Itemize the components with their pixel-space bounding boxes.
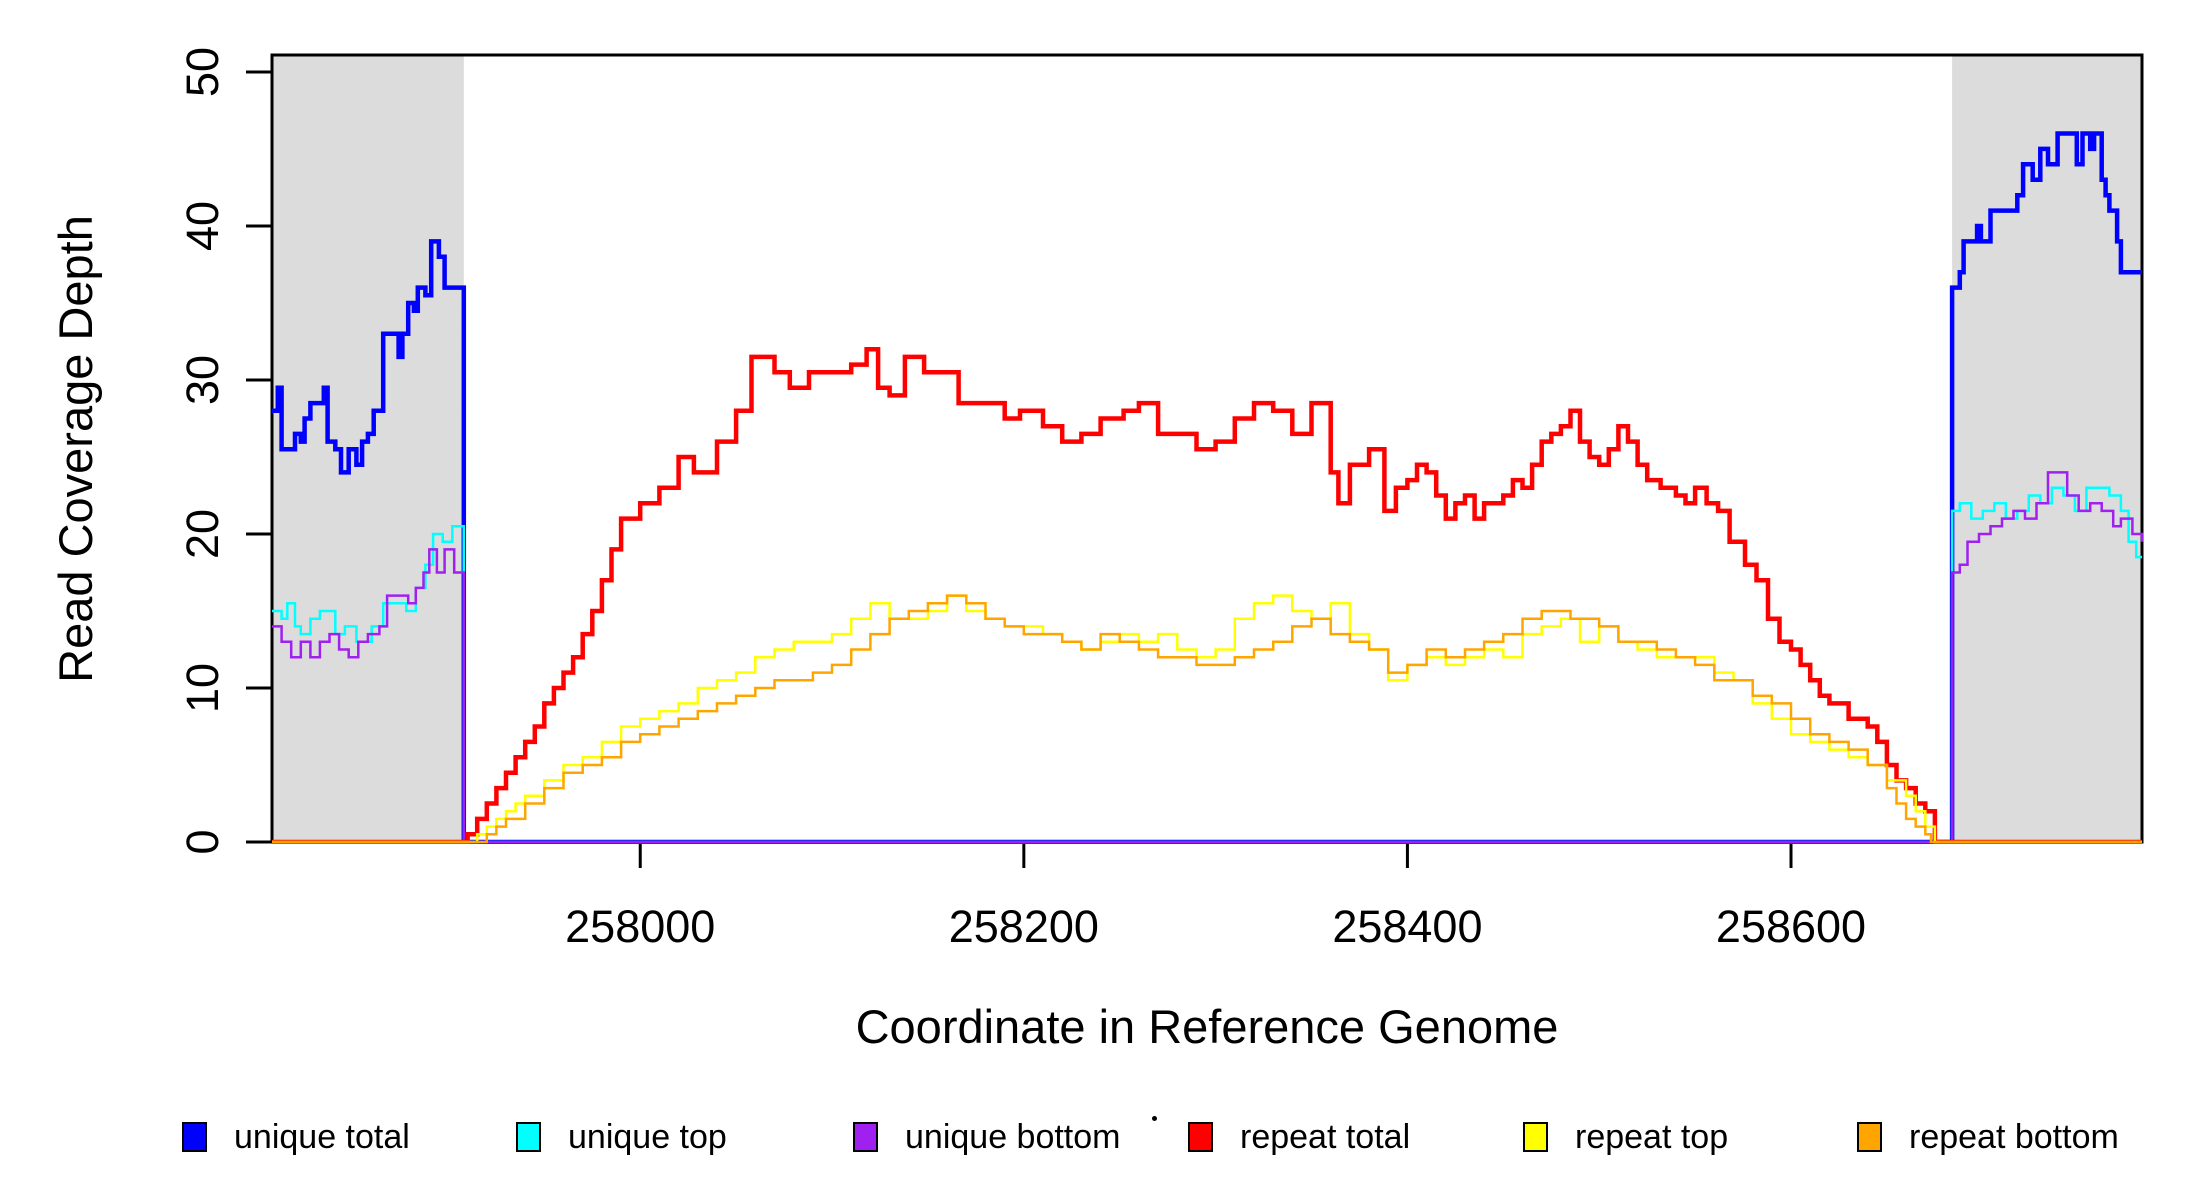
legend-label: unique bottom [905,1117,1121,1156]
y-tick-label: 50 [177,47,228,97]
y-tick-label: 10 [177,663,228,713]
unique-total-swatch [182,1122,207,1152]
legend-label: repeat total [1240,1117,1411,1156]
legend-item-repeat-total: repeat total [1188,1117,1411,1156]
y-tick-label: 20 [177,509,228,559]
repeat-total-swatch [1188,1122,1213,1152]
legend-label: repeat top [1575,1117,1729,1156]
legend-label: repeat bottom [1909,1117,2119,1156]
axis-ticks: 258000 258200 258400 258600 0 10 20 30 40 50 [177,47,1866,952]
legend-label: unique top [568,1117,727,1156]
left-flank-band [272,55,464,842]
shaded-flank-regions [272,55,2142,842]
legend-item-repeat-bottom: repeat bottom [1857,1117,2119,1156]
y-tick-label: 30 [177,355,228,405]
x-tick-label: 258000 [565,901,715,952]
unique-top-swatch [516,1122,541,1152]
unique-bottom-swatch [853,1122,878,1152]
legend-item-unique-top: unique top [516,1117,727,1156]
repeat-top-swatch [1523,1122,1548,1152]
series-repeat-total [272,346,2142,844]
x-tick-label: 258400 [1332,901,1482,952]
x-tick-label: 258600 [1716,901,1866,952]
coverage-step-lines [272,131,2144,844]
legend-item-repeat-top: repeat top [1523,1117,1729,1156]
series-repeat-bottom [272,594,2142,844]
y-tick-label: 40 [177,201,228,251]
series-unique-total [272,131,2142,844]
stray-dot [1152,1116,1157,1121]
legend-label: unique total [234,1117,410,1156]
x-tick-label: 258200 [949,901,1099,952]
legend-item-unique-bottom: unique bottom [853,1117,1121,1156]
right-flank-band [1952,55,2142,842]
repeat-bottom-swatch [1857,1122,1882,1152]
series-unique-bottom [272,471,2144,844]
y-axis-title: Read Coverage Depth [49,215,102,683]
y-tick-label: 0 [177,829,228,854]
x-axis-title: Coordinate in Reference Genome [856,1000,1559,1053]
legend-item-unique-total: unique total [182,1117,410,1156]
